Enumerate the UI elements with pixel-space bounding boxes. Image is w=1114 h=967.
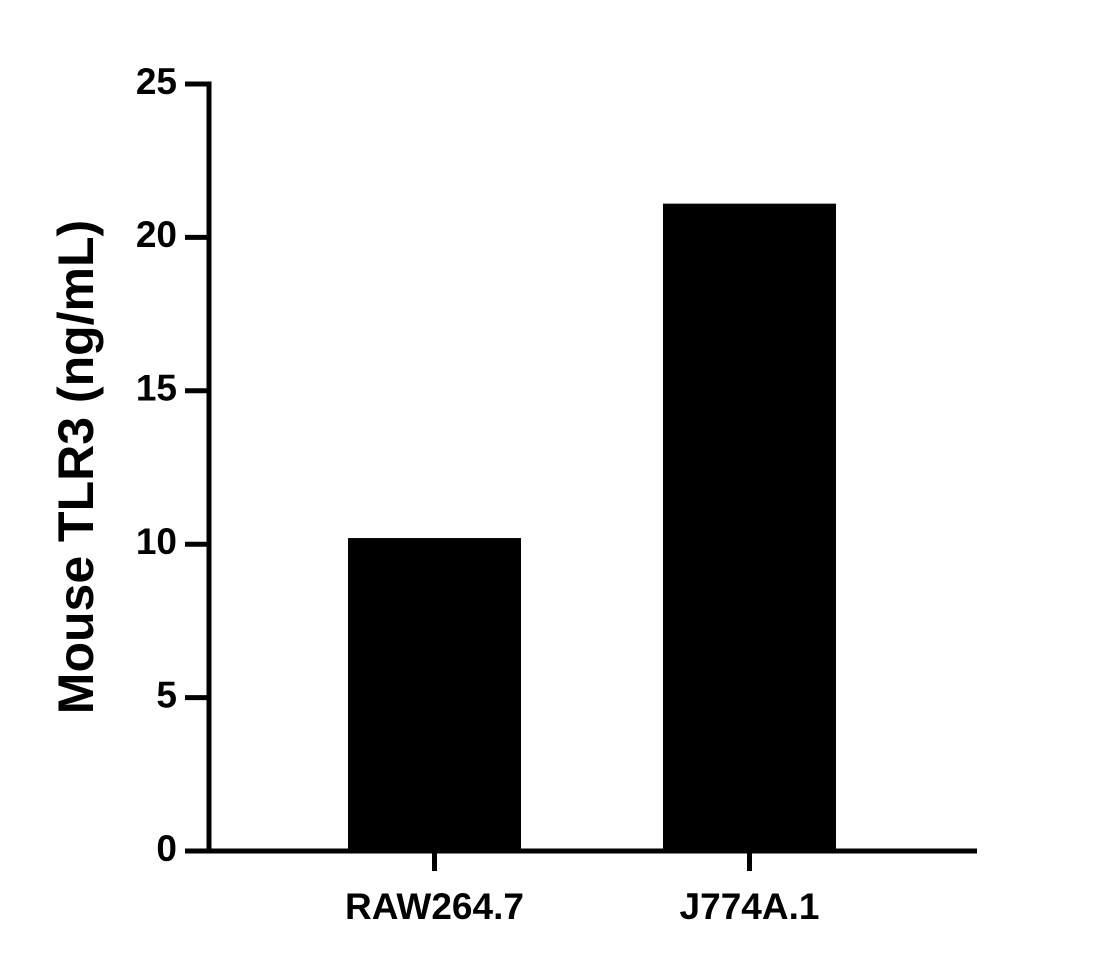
y-tick-label: 5 [156, 674, 177, 715]
y-tick-label: 0 [156, 828, 177, 869]
y-tick-label: 25 [136, 61, 177, 102]
y-axis-label: Mouse TLR3 (ng/mL) [48, 220, 104, 714]
x-tick-label: RAW264.7 [345, 886, 524, 927]
bar [663, 203, 836, 852]
y-tick-label: 10 [136, 521, 177, 562]
y-tick-label: 15 [136, 368, 177, 409]
y-tick-label: 20 [136, 214, 177, 255]
x-tick-label: J774A.1 [680, 886, 820, 927]
bar [348, 538, 521, 851]
